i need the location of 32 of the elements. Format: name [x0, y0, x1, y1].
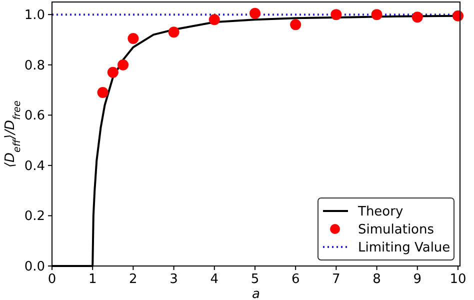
y-tick-label: 0.6	[24, 108, 45, 124]
point	[168, 26, 180, 38]
y-tick-label: 0.0	[24, 260, 45, 274]
point	[412, 12, 423, 23]
point	[330, 9, 342, 20]
point	[208, 14, 220, 26]
point	[371, 9, 382, 20]
x-tick-label: 1	[88, 272, 97, 287]
y-tick-label: 0.2	[24, 209, 45, 224]
point	[118, 59, 129, 70]
point	[107, 66, 118, 78]
legend-label: Limiting Value	[358, 240, 450, 256]
x-tick-label: 7	[332, 272, 340, 287]
x-axis-title: a	[252, 287, 260, 300]
x-tick-label: 5	[250, 272, 260, 287]
x-tick-label: 4	[210, 272, 219, 287]
y-tick-label: 0.4	[24, 158, 45, 174]
point	[97, 87, 108, 98]
y-tick-label: 1.0	[24, 8, 45, 24]
point	[249, 8, 260, 19]
x-tick-label: 3	[170, 272, 178, 287]
point	[290, 19, 302, 30]
y-tick-label: 0.8	[24, 58, 45, 74]
legend-label: Theory	[357, 204, 404, 220]
legend-label: Simulations	[358, 222, 434, 238]
x-tick-label: 10	[450, 272, 466, 287]
x-tick-label: 6	[291, 272, 300, 287]
point	[128, 32, 139, 44]
x-tick-label: 2	[129, 272, 138, 287]
x-tick-label: 9	[413, 272, 422, 287]
x-tick-label: 8	[372, 272, 381, 287]
x-tick-label: 0	[48, 272, 56, 287]
